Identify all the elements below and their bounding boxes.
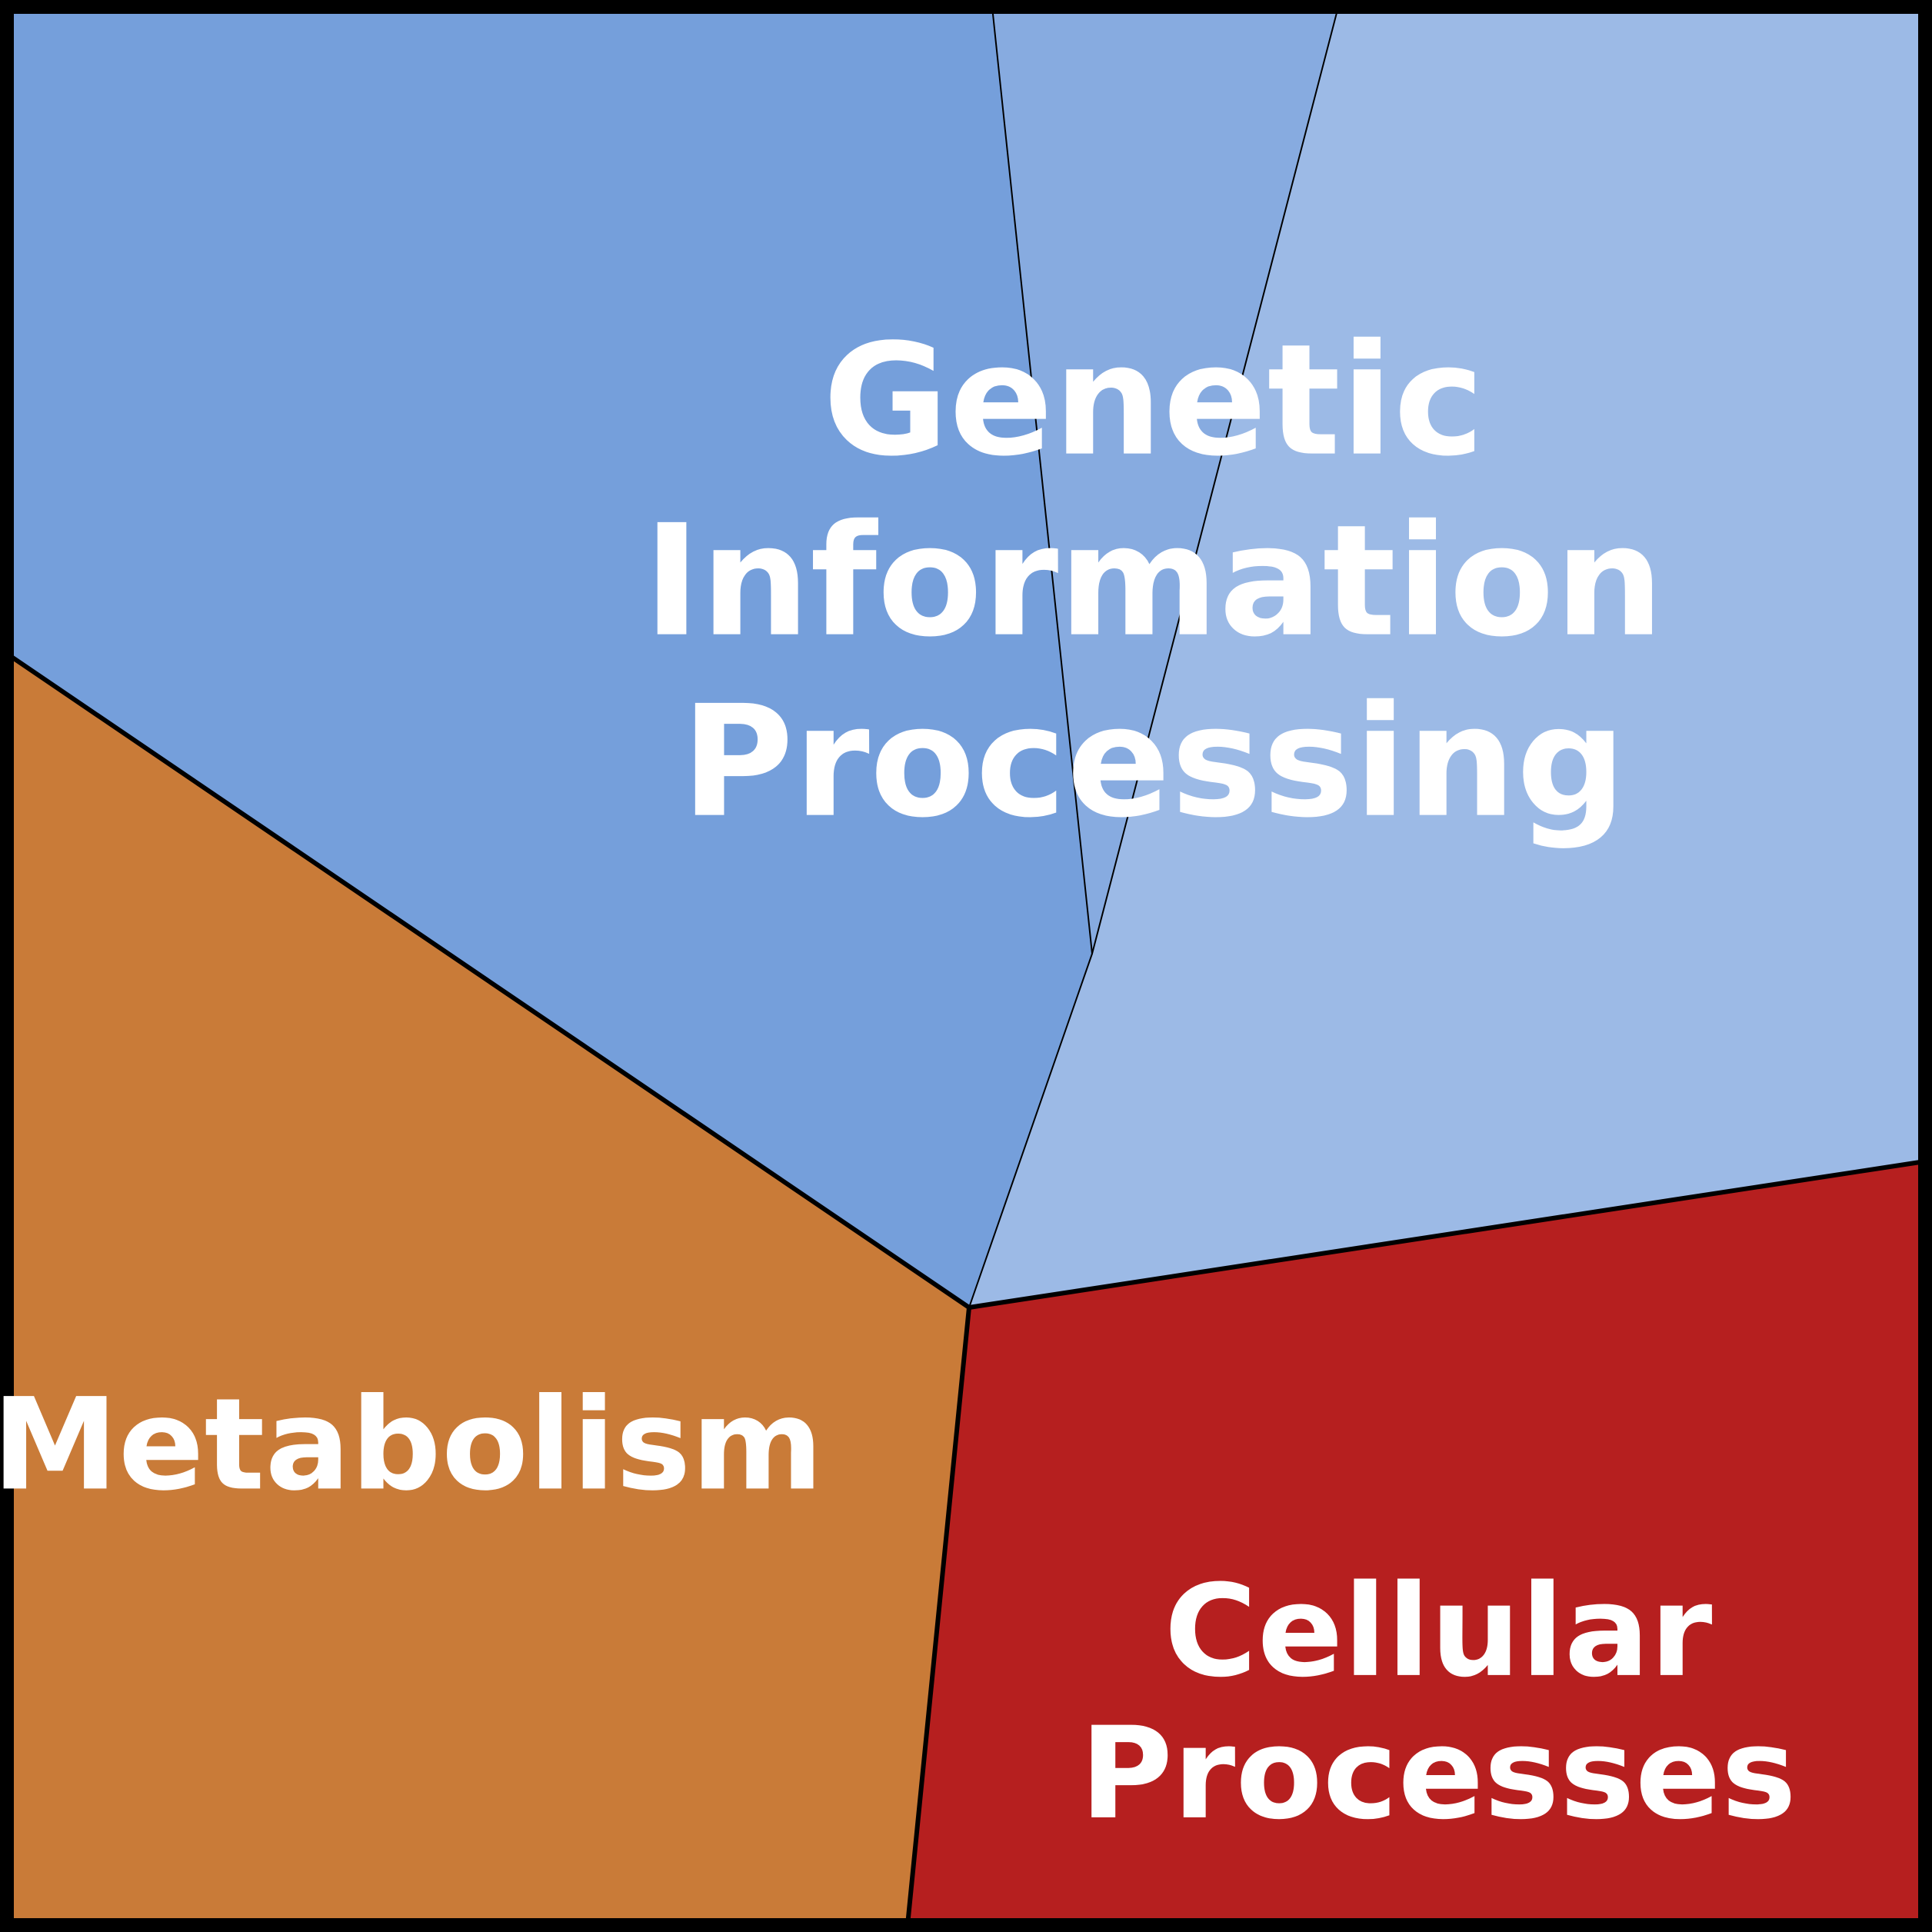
label-genetic-line-2: Processing (681, 673, 1626, 852)
label-metabolism: Metabolism (0, 1371, 824, 1518)
label-cellular-line-1: Processes (1080, 1700, 1797, 1847)
label-genetic-line-0: Genetic (823, 311, 1485, 491)
label-genetic-line-1: Information (643, 492, 1664, 671)
label-metabolism-line-0: Metabolism (0, 1371, 824, 1518)
label-cellular: CellularProcesses (1080, 1557, 1797, 1847)
label-cellular-line-0: Cellular (1164, 1557, 1713, 1705)
voronoi-diagram: GeneticInformationProcessing Metabolism Ce… (0, 0, 1932, 1932)
